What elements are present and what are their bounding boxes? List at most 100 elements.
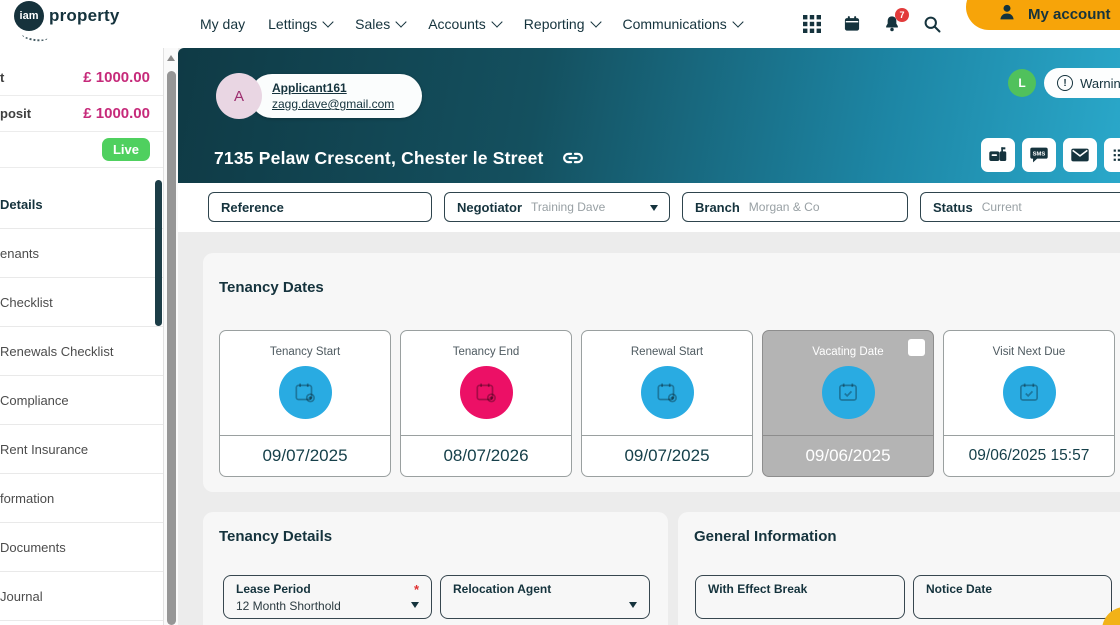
card-date: 09/07/2025 bbox=[262, 446, 348, 465]
calendar-check-icon bbox=[1002, 366, 1056, 419]
vacating-date-card[interactable]: Vacating Date 09/06/2025 bbox=[762, 330, 934, 477]
chevron-down-icon bbox=[589, 16, 602, 28]
applicant-avatar: A bbox=[216, 73, 262, 119]
calendar-add-icon bbox=[459, 366, 513, 419]
scroll-up-arrow[interactable] bbox=[167, 55, 175, 61]
live-status-badge: Live bbox=[101, 138, 150, 161]
menu-item-accounts[interactable]: Accounts bbox=[428, 16, 503, 32]
record-sidebar: t £ 1000.00 posit £ 1000.00 Live Details… bbox=[0, 48, 163, 625]
applicant-email-link[interactable]: zagg.dave@gmail.com bbox=[272, 97, 395, 111]
property-address: 7135 Pelaw Crescent, Chester le Street bbox=[214, 147, 544, 168]
menu-label: Sales bbox=[355, 16, 391, 32]
sidebar-item-journal[interactable]: Journal bbox=[0, 572, 163, 621]
my-account-label: My account bbox=[1028, 6, 1111, 23]
summary-amount: £ 1000.00 bbox=[83, 69, 150, 86]
card-top: Vacating Date bbox=[763, 331, 933, 436]
branch-field[interactable]: Branch Morgan & Co bbox=[682, 192, 908, 222]
warning-button[interactable]: ! Warning bbox=[1044, 68, 1120, 98]
more-actions-button[interactable] bbox=[1104, 138, 1120, 172]
status-label: Status bbox=[933, 199, 973, 215]
apps-grid-icon[interactable] bbox=[802, 14, 822, 34]
calendar-add-icon bbox=[640, 366, 694, 419]
negotiator-dropdown[interactable]: Negotiator Training Dave bbox=[444, 192, 670, 222]
caret-down-icon bbox=[629, 602, 637, 608]
sidebar-item-documents[interactable]: Documents bbox=[0, 523, 163, 572]
visit-next-due-card[interactable]: Visit Next Due 09/06/2025 15:57 bbox=[943, 330, 1115, 477]
card-label: Visit Next Due bbox=[992, 346, 1066, 358]
status-value: Current bbox=[981, 200, 1022, 214]
with-effect-break-label: With Effect Break bbox=[708, 582, 808, 596]
vertical-scrollbar[interactable] bbox=[163, 48, 178, 625]
sidebar-item-compliance[interactable]: Compliance bbox=[0, 376, 163, 425]
warning-icon: ! bbox=[1057, 75, 1074, 91]
notice-date-field[interactable]: Notice Date bbox=[913, 575, 1112, 619]
renewal-start-card[interactable]: Renewal Start 09/07/2025 bbox=[581, 330, 753, 477]
utility-icons: 7 bbox=[802, 0, 942, 48]
sidebar-item-label: Compliance bbox=[0, 392, 69, 408]
calendar-icon[interactable] bbox=[842, 14, 862, 34]
card-date: 09/06/2025 bbox=[805, 446, 891, 465]
summary-amount: £ 1000.00 bbox=[83, 105, 150, 122]
card-top: Tenancy End bbox=[401, 331, 571, 436]
applicant-name-link[interactable]: Applicant161 bbox=[272, 81, 347, 95]
menu-item-reporting[interactable]: Reporting bbox=[524, 16, 602, 32]
logo-wordmark: property bbox=[49, 6, 120, 25]
sidebar-item-details[interactable]: Details bbox=[0, 180, 163, 229]
chevron-down-icon bbox=[732, 16, 744, 28]
card-checkbox[interactable] bbox=[908, 339, 925, 356]
card-date: 09/06/2025 15:57 bbox=[968, 447, 1090, 464]
menu-item-my-day[interactable]: My day bbox=[200, 16, 245, 32]
summary-label: posit bbox=[0, 106, 32, 121]
notice-date-label: Notice Date bbox=[926, 582, 993, 596]
record-filter-row: Reference Negotiator Training Dave Branc… bbox=[178, 183, 1120, 232]
menu-item-lettings[interactable]: Lettings bbox=[268, 16, 334, 32]
branch-label: Branch bbox=[695, 199, 740, 215]
sidebar-item-label: Details bbox=[0, 196, 43, 212]
sidebar-item-rent-insurance[interactable]: Rent Insurance bbox=[0, 425, 163, 474]
sms-button[interactable]: SMS bbox=[1022, 138, 1056, 172]
property-address-row: 7135 Pelaw Crescent, Chester le Street bbox=[214, 145, 586, 171]
caret-down-icon bbox=[650, 205, 658, 211]
notifications-bell-icon[interactable]: 7 bbox=[882, 8, 909, 34]
sidebar-scrollbar-thumb[interactable] bbox=[155, 180, 162, 326]
tenancy-details-fields: Lease Period 12 Month Shorthold * Reloca… bbox=[223, 575, 650, 619]
negotiator-avatar[interactable]: L bbox=[1008, 69, 1036, 97]
menu-item-communications[interactable]: Communications bbox=[622, 16, 744, 32]
card-top: Visit Next Due bbox=[944, 331, 1114, 436]
menu-item-sales[interactable]: Sales bbox=[355, 16, 407, 32]
relocation-agent-dropdown[interactable]: Relocation Agent bbox=[440, 575, 650, 619]
sidebar-item-information[interactable]: formation bbox=[0, 474, 163, 523]
search-icon[interactable] bbox=[922, 14, 942, 34]
status-field[interactable]: Status Current bbox=[920, 192, 1120, 222]
reference-field[interactable]: Reference bbox=[208, 192, 432, 222]
general-information-fields: With Effect Break Notice Date bbox=[695, 575, 1112, 619]
sidebar-item-tenants[interactable]: enants bbox=[0, 229, 163, 278]
caret-down-icon bbox=[411, 602, 419, 608]
with-effect-break-field[interactable]: With Effect Break bbox=[695, 575, 905, 619]
tenancy-end-card[interactable]: Tenancy End 08/07/2026 bbox=[400, 330, 572, 477]
tenancy-start-card[interactable]: Tenancy Start 09/07/2025 bbox=[219, 330, 391, 477]
copy-link-icon[interactable] bbox=[560, 145, 586, 171]
email-envelope-icon bbox=[1071, 148, 1089, 162]
my-account-button[interactable]: My account bbox=[966, 0, 1120, 30]
calendar-add-icon bbox=[278, 366, 332, 419]
required-asterisk: * bbox=[413, 582, 419, 597]
scrollbar-thumb[interactable] bbox=[167, 71, 176, 625]
sms-icon: SMS bbox=[1030, 147, 1048, 163]
notification-count-badge: 7 bbox=[895, 8, 909, 22]
card-top: Renewal Start bbox=[582, 331, 752, 436]
sidebar-item-renewals-checklist[interactable]: Renewals Checklist bbox=[0, 327, 163, 376]
sidebar-item-label: formation bbox=[0, 490, 55, 506]
sidebar-item-label: Rent Insurance bbox=[0, 441, 89, 457]
sidebar-item-checklist[interactable]: Checklist bbox=[0, 278, 163, 327]
menu-label: Communications bbox=[622, 16, 727, 32]
reference-label: Reference bbox=[221, 199, 284, 215]
property-header-banner: A Applicant161 zagg.dave@gmail.com L ! W… bbox=[178, 48, 1120, 183]
iamproperty-logo[interactable]: iam property bbox=[14, 1, 120, 43]
letter-post-button[interactable] bbox=[981, 138, 1015, 172]
email-button[interactable] bbox=[1063, 138, 1097, 172]
communication-actions: SMS bbox=[981, 138, 1120, 172]
calendar-check-icon bbox=[821, 366, 875, 419]
sidebar-item-label: Renewals Checklist bbox=[0, 343, 114, 359]
lease-period-dropdown[interactable]: Lease Period 12 Month Shorthold * bbox=[223, 575, 432, 619]
